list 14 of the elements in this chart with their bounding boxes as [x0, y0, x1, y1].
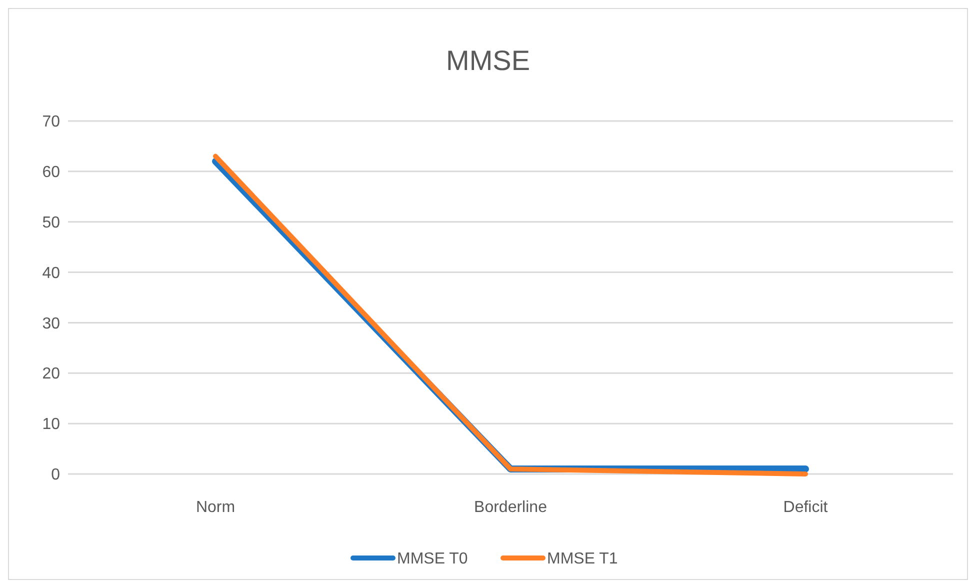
- y-tick-label: 40: [42, 264, 60, 282]
- chart-title: MMSE: [446, 45, 530, 76]
- y-tick-label: 30: [42, 315, 60, 332]
- x-tick-label: Norm: [196, 499, 236, 516]
- y-tick-label: 70: [42, 114, 60, 131]
- x-tick-label: Borderline: [474, 499, 548, 516]
- y-tick-label: 10: [42, 416, 60, 434]
- y-tick-label: 0: [51, 466, 60, 484]
- legend-label: MMSE T1: [547, 550, 618, 568]
- legend-label: MMSE T0: [397, 550, 468, 568]
- y-tick-label: 60: [42, 164, 60, 182]
- x-tick-label: Deficit: [783, 499, 828, 516]
- y-tick-label: 20: [42, 366, 60, 383]
- y-tick-label: 50: [42, 214, 60, 232]
